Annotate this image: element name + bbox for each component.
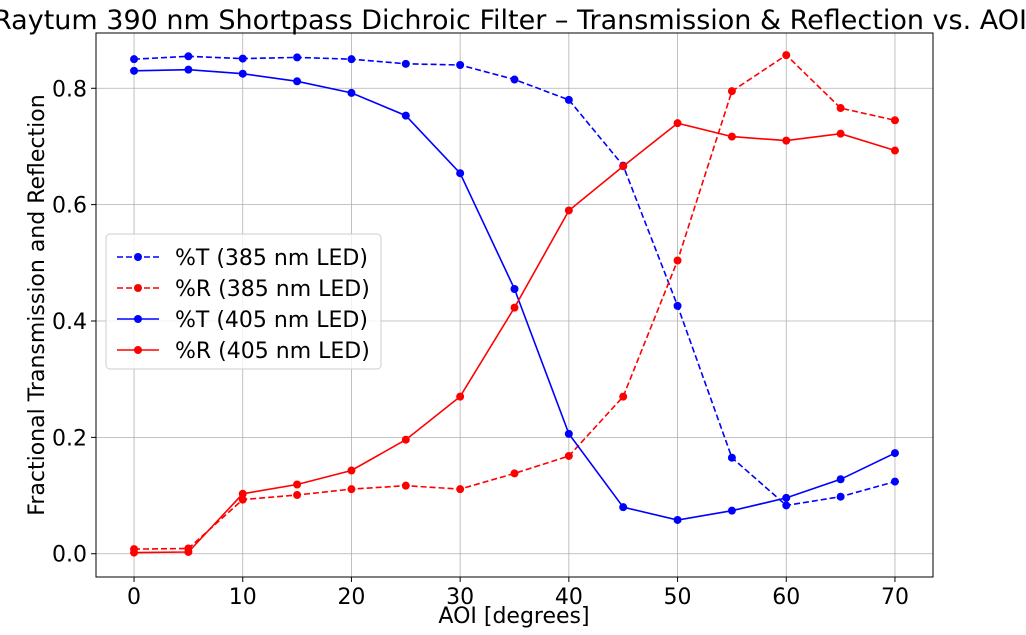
- data-point: [293, 53, 302, 62]
- data-point: [890, 449, 899, 458]
- series-pct-t-385-nm-led: [130, 52, 899, 510]
- data-point: [782, 51, 791, 60]
- series-pct-r-405-nm-led: [130, 119, 899, 557]
- data-point: [184, 547, 193, 556]
- y-axis-label: Fractional Transmission and Reflection: [25, 94, 50, 515]
- data-point: [890, 116, 899, 125]
- series-pct-t-405-nm-led: [130, 65, 899, 524]
- legend-frame: [105, 233, 382, 370]
- y-tick-label: 0.0: [52, 543, 87, 568]
- data-point: [238, 69, 247, 78]
- data-point: [130, 66, 139, 75]
- data-point: [456, 485, 465, 494]
- legend-entry: %T (385 nm LED): [117, 246, 368, 271]
- legend-label: %R (385 nm LED): [175, 277, 370, 302]
- y-tick-label: 0.2: [52, 426, 87, 451]
- legend-label: %T (385 nm LED): [175, 246, 368, 271]
- x-tick-label: 0: [127, 585, 141, 610]
- data-point: [130, 55, 139, 64]
- legend-label: %T (405 nm LED): [175, 308, 368, 333]
- data-point: [836, 104, 845, 113]
- data-point: [401, 111, 410, 120]
- data-point: [293, 480, 302, 489]
- data-point: [564, 429, 573, 438]
- x-tick-label: 10: [229, 585, 257, 610]
- data-point: [238, 495, 247, 504]
- data-point: [456, 169, 465, 178]
- data-point: [238, 54, 247, 63]
- legend-marker: [134, 284, 142, 292]
- x-tick-label: 30: [446, 585, 474, 610]
- legend-marker: [134, 253, 142, 261]
- data-point: [836, 129, 845, 138]
- data-point: [619, 392, 628, 401]
- data-point: [727, 453, 736, 462]
- data-point: [836, 492, 845, 501]
- data-point: [782, 136, 791, 145]
- x-tick-label: 50: [664, 585, 692, 610]
- data-point: [564, 95, 573, 104]
- data-point: [727, 506, 736, 515]
- data-point: [619, 503, 628, 512]
- data-point: [456, 61, 465, 69]
- axis-ticks: 0 10 20 30 40 50 60 70 0.0 0.2 0.4 0.6 0.8: [52, 77, 909, 610]
- data-point: [347, 55, 356, 64]
- data-point: [347, 485, 356, 494]
- data-point: [727, 132, 736, 141]
- data-point: [890, 146, 899, 155]
- legend-entry: %T (405 nm LED): [117, 308, 368, 333]
- data-point: [890, 477, 899, 486]
- data-point: [401, 481, 410, 490]
- legend: %T (385 nm LED) %R (385 nm LED) %T (405 nm…: [105, 233, 382, 370]
- data-point: [293, 77, 302, 86]
- data-point: [184, 52, 193, 61]
- legend-entry: %R (405 nm LED): [117, 339, 370, 364]
- legend-marker: [134, 346, 142, 354]
- data-point: [673, 301, 682, 310]
- data-point: [293, 490, 302, 499]
- legend-marker: [134, 315, 142, 323]
- legend-label: %R (405 nm LED): [175, 339, 370, 364]
- data-point: [130, 548, 139, 557]
- y-tick-label: 0.8: [52, 77, 87, 102]
- data-point: [510, 303, 519, 312]
- data-point: [619, 162, 628, 171]
- legend-entry: %R (385 nm LED): [117, 277, 370, 302]
- data-point: [401, 435, 410, 444]
- data-point: [184, 65, 193, 74]
- data-point: [510, 75, 519, 84]
- data-point: [782, 493, 791, 502]
- y-tick-label: 0.6: [52, 194, 87, 219]
- data-point: [347, 88, 356, 97]
- data-point: [673, 515, 682, 524]
- data-point: [401, 59, 410, 68]
- x-tick-label: 20: [337, 585, 365, 610]
- y-tick-label: 0.4: [52, 310, 87, 335]
- data-point: [510, 285, 519, 293]
- chart-title: Raytum 390 nm Shortpass Dichroic Filter …: [0, 5, 1026, 36]
- data-point: [564, 206, 573, 215]
- data-series: [130, 51, 899, 557]
- data-point: [673, 119, 682, 128]
- data-point: [673, 256, 682, 265]
- data-point: [456, 392, 465, 401]
- x-tick-label: 70: [881, 585, 909, 610]
- x-tick-label: 60: [772, 585, 800, 610]
- plot-frame: [95, 32, 934, 578]
- data-point: [510, 469, 519, 478]
- x-axis-label: AOI [degrees]: [438, 604, 589, 629]
- data-point: [564, 451, 573, 460]
- x-tick-label: 40: [555, 585, 583, 610]
- data-point: [727, 87, 736, 96]
- data-point: [836, 475, 845, 484]
- series-line: [133, 54, 896, 550]
- data-point: [347, 466, 356, 475]
- data-point: [782, 501, 791, 510]
- data-point: [238, 489, 247, 498]
